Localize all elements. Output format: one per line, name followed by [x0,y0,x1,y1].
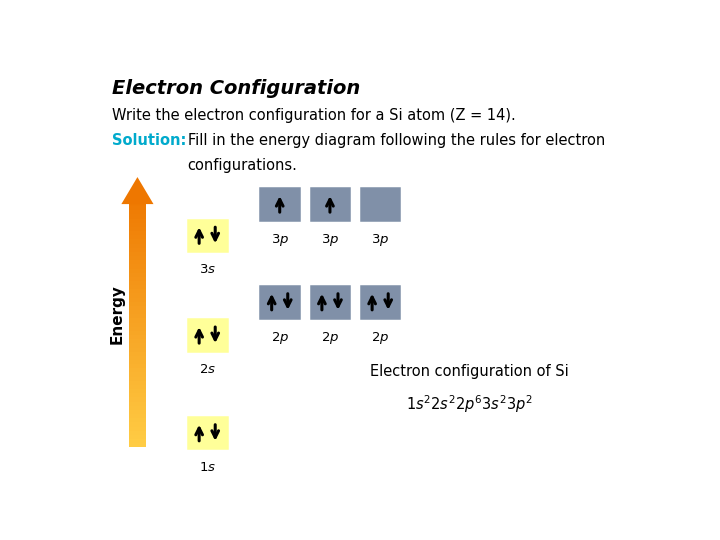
Text: $3p$: $3p$ [371,232,390,248]
Text: Electron configuration of Si: Electron configuration of Si [370,364,569,379]
Bar [128,227,146,231]
Bar [128,439,146,443]
Text: Energy: Energy [109,285,125,344]
Bar [128,443,146,447]
Bar [128,219,146,223]
Bar [128,302,146,306]
Text: $1s$: $1s$ [199,461,216,474]
Bar [128,265,146,268]
Text: $2p$: $2p$ [321,329,339,346]
Text: Electron Configuration: Electron Configuration [112,79,361,98]
Bar [128,431,146,435]
Bar [128,214,146,219]
Bar [128,322,146,327]
Bar [128,256,146,260]
Bar [128,277,146,281]
Bar [128,319,146,322]
Bar [128,339,146,343]
Bar [128,348,146,352]
Text: $2p$: $2p$ [271,329,289,346]
Bar [258,185,302,223]
Bar [128,402,146,406]
Bar [128,385,146,389]
Bar [128,314,146,319]
Bar [128,327,146,331]
Bar [128,252,146,256]
Bar [358,185,402,223]
Bar [128,281,146,285]
Bar [128,360,146,364]
Bar [185,316,230,354]
Text: $1s^22s^22p^63s^23p^2$: $1s^22s^22p^63s^23p^2$ [406,393,533,415]
Bar [128,331,146,335]
Bar [128,239,146,244]
Bar [128,310,146,314]
Text: $2p$: $2p$ [371,329,390,346]
Text: $3p$: $3p$ [271,232,289,248]
Text: Write the electron configuration for a Si atom (Z = 14).: Write the electron configuration for a S… [112,109,516,124]
Bar [128,364,146,368]
Bar [128,389,146,393]
Text: $3s$: $3s$ [199,263,216,276]
Bar [128,435,146,439]
Bar [128,294,146,298]
Bar [128,223,146,227]
Bar [185,217,230,254]
Text: configurations.: configurations. [188,158,297,172]
Bar [128,356,146,360]
Bar [128,289,146,294]
Bar [258,283,302,321]
Bar [128,410,146,414]
Polygon shape [122,177,153,204]
Bar [128,285,146,289]
Bar [128,393,146,397]
Bar [128,268,146,273]
Bar [128,381,146,385]
Bar [128,377,146,381]
Bar [128,206,146,211]
Bar [358,283,402,321]
Bar [128,298,146,302]
Bar [128,352,146,356]
Bar [185,414,230,451]
Bar [307,185,352,223]
Bar [128,422,146,427]
Bar [128,373,146,377]
Text: Fill in the energy diagram following the rules for electron: Fill in the energy diagram following the… [188,133,605,148]
Bar [128,414,146,418]
Bar [128,406,146,410]
Bar [128,335,146,339]
Text: $3p$: $3p$ [321,232,339,248]
Bar [128,235,146,239]
Bar [128,198,146,202]
Text: Solution:: Solution: [112,133,186,148]
Text: $2s$: $2s$ [199,363,216,376]
Bar [128,244,146,248]
Bar [128,427,146,431]
Bar [128,260,146,265]
Bar [128,368,146,373]
Bar [128,273,146,277]
Bar [128,231,146,235]
Bar [128,211,146,214]
Bar [128,397,146,402]
Bar [128,248,146,252]
Bar [128,306,146,310]
Bar [307,283,352,321]
Bar [128,202,146,206]
Bar [128,343,146,348]
Bar [128,418,146,422]
